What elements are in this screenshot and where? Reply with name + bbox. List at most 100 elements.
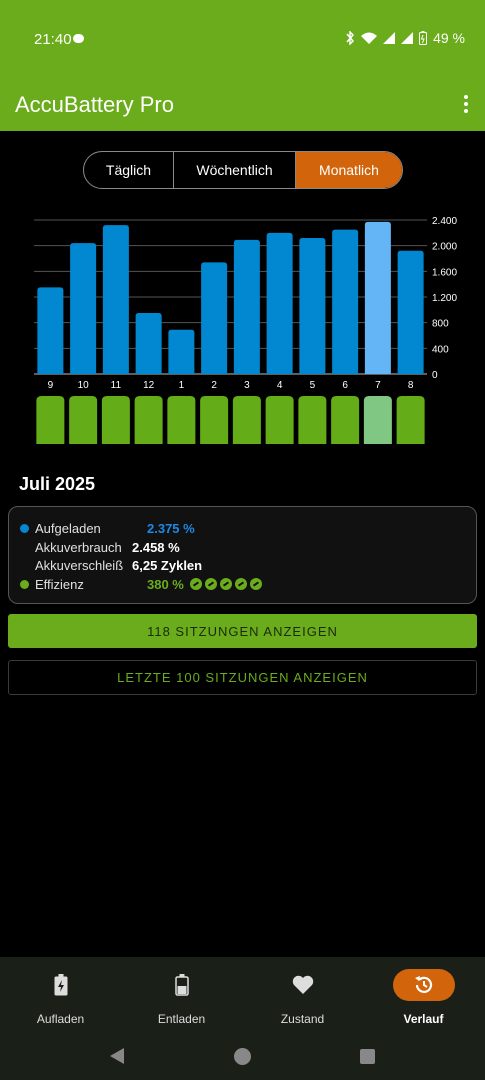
nav-charging[interactable]: Aufladen	[0, 969, 121, 1029]
x-tick-label: 10	[78, 380, 90, 391]
efficiency-block	[134, 396, 163, 444]
period-tabs: Täglich Wöchentlich Monatlich	[83, 151, 403, 189]
charged-dot-icon	[20, 523, 29, 533]
efficiency-block	[298, 396, 327, 444]
leaf-icon	[219, 578, 232, 590]
nav-label: Verlauf	[403, 1012, 444, 1026]
nav-health[interactable]: Zustand	[242, 969, 363, 1029]
stat-efficiency: Effizienz 380 %	[20, 575, 262, 593]
chart-bar	[233, 239, 260, 374]
battery-percent: 49 %	[433, 30, 465, 46]
status-icons: 49 %	[345, 30, 465, 46]
chart-bar	[397, 250, 424, 374]
stat-label: Akkuverschleiß	[35, 557, 124, 573]
more-options-icon[interactable]	[461, 95, 471, 115]
chart-bar	[168, 329, 195, 374]
x-tick-label: 4	[277, 380, 283, 391]
chart-bar	[364, 221, 391, 374]
recents-icon[interactable]	[360, 1049, 375, 1064]
nav-icon-container	[151, 969, 213, 1001]
efficiency-block	[232, 396, 261, 444]
efficiency-leaves	[189, 578, 262, 590]
stat-value: 380 %	[147, 576, 184, 592]
x-tick-label: 9	[48, 380, 54, 391]
stat-consumption: Akkuverbrauch 2.458 %	[20, 538, 180, 556]
system-navigation	[0, 1040, 485, 1074]
chart-bar	[135, 313, 162, 374]
tab-monthly[interactable]: Monatlich	[296, 152, 402, 188]
y-tick-label: 1.600	[432, 267, 457, 278]
wifi-icon	[361, 32, 378, 44]
chart-bar	[299, 237, 326, 374]
chart-bar	[332, 229, 359, 374]
back-icon[interactable]	[110, 1048, 124, 1064]
y-tick-label: 1.200	[432, 293, 457, 304]
efficiency-block	[101, 396, 130, 444]
nav-history[interactable]: Verlauf	[363, 969, 484, 1029]
x-tick-label: 12	[143, 380, 155, 391]
home-icon[interactable]	[234, 1048, 251, 1065]
x-tick-label: 1	[179, 380, 185, 391]
stat-label: Akkuverbrauch	[35, 539, 122, 555]
efficiency-block	[69, 396, 98, 444]
status-time: 21:40	[34, 31, 72, 48]
efficiency-block	[396, 396, 425, 444]
stat-value: 6,25 Zyklen	[132, 557, 203, 573]
x-tick-label: 3	[244, 380, 250, 391]
battery-discharging-icon	[174, 974, 189, 996]
efficiency-block	[167, 396, 196, 444]
x-tick-label: 5	[310, 380, 316, 391]
stat-value: 2.375 %	[147, 520, 195, 536]
stat-charged: Aufgeladen 2.375 %	[20, 519, 195, 537]
bottom-navigation: Aufladen Entladen Zustand Verlauf	[0, 957, 485, 1080]
history-icon	[414, 976, 432, 993]
stat-wear: Akkuverschleiß 6,25 Zyklen	[20, 556, 202, 574]
chart-bar	[201, 262, 228, 374]
stat-label: Effizienz	[35, 576, 84, 592]
y-tick-label: 2.000	[432, 242, 457, 253]
signal-icon	[383, 32, 396, 44]
app-title: AccuBattery Pro	[15, 92, 174, 117]
leaf-icon	[204, 578, 217, 590]
nav-icon-container	[30, 969, 92, 1001]
efficiency-dot-icon	[20, 579, 29, 589]
tab-weekly[interactable]: Wöchentlich	[174, 152, 296, 188]
notification-icon	[73, 34, 84, 43]
stat-value: 2.458 %	[132, 539, 180, 555]
efficiency-block	[331, 396, 360, 444]
y-tick-label: 2.400	[432, 216, 457, 227]
summary-card: Aufgeladen 2.375 % Akkuverbrauch 2.458 %…	[8, 506, 477, 604]
last-sessions-button[interactable]: LETZTE 100 SITZUNGEN ANZEIGEN	[8, 660, 477, 695]
nav-icon-container	[272, 969, 334, 1001]
app-bar: AccuBattery Pro	[0, 78, 485, 131]
chart-bar	[266, 232, 293, 374]
nav-label: Entladen	[157, 1012, 206, 1026]
leaf-icon	[234, 578, 247, 590]
leaf-icon	[249, 578, 262, 590]
y-tick-label: 800	[432, 319, 449, 330]
heart-icon	[292, 975, 313, 994]
efficiency-block	[265, 396, 294, 444]
x-tick-label: 2	[211, 380, 217, 391]
show-sessions-button[interactable]: 118 SITZUNGEN ANZEIGEN	[8, 614, 477, 648]
chart-bar	[37, 287, 64, 374]
battery-charging-icon	[54, 974, 67, 996]
nav-label: Zustand	[280, 1012, 325, 1026]
battery-status-icon	[419, 31, 428, 45]
efficiency-block	[36, 396, 65, 444]
nav-icon-container	[392, 969, 455, 1001]
bluetooth-icon	[346, 31, 355, 45]
stat-label: Aufgeladen	[35, 520, 101, 536]
signal-icon-2	[401, 32, 414, 44]
tab-daily[interactable]: Täglich	[84, 152, 174, 188]
x-tick-label: 8	[408, 380, 414, 391]
y-tick-label: 0	[432, 370, 438, 381]
x-tick-label: 6	[342, 380, 348, 391]
leaf-icon	[189, 578, 202, 590]
nav-label: Aufladen	[36, 1012, 85, 1026]
efficiency-block	[200, 396, 229, 444]
x-tick-label: 11	[111, 380, 122, 391]
nav-discharging[interactable]: Entladen	[121, 969, 242, 1029]
y-tick-label: 400	[432, 344, 449, 355]
